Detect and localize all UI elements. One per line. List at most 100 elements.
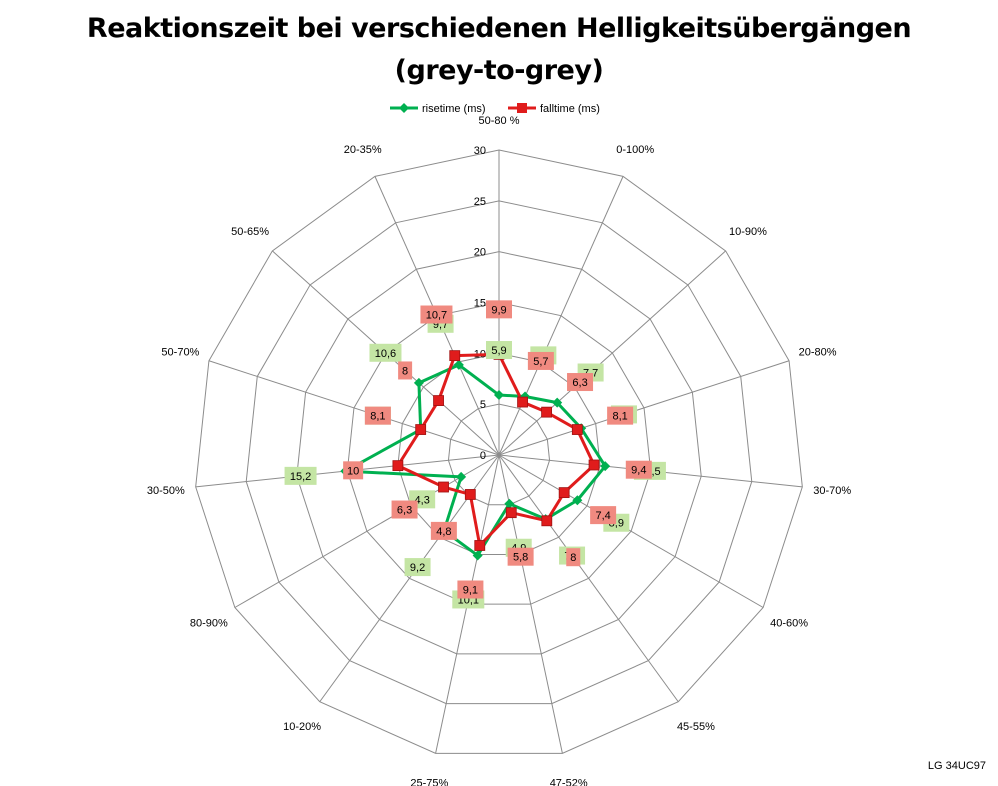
data-point-square bbox=[464, 489, 476, 500]
data-label-text: 10 bbox=[347, 465, 359, 477]
category-label: 45-55% bbox=[677, 721, 715, 733]
data-label-text: 4,3 bbox=[415, 494, 430, 506]
data-label-bg bbox=[404, 558, 431, 577]
data-label-bg bbox=[590, 506, 617, 525]
data-label-text: 5,7 bbox=[533, 356, 548, 368]
data-label-bg bbox=[420, 305, 453, 324]
data-point-square bbox=[571, 424, 583, 435]
data-label-bg bbox=[507, 547, 534, 566]
data-label: 5,9 bbox=[486, 341, 512, 360]
data-point-diamond bbox=[552, 397, 563, 408]
data-label-bg bbox=[457, 580, 484, 599]
data-label-text: 9,4 bbox=[631, 465, 646, 477]
data-point-square bbox=[588, 459, 600, 471]
data-label-text: 8 bbox=[402, 365, 408, 377]
grid-ring bbox=[447, 403, 551, 506]
grid-spoke bbox=[498, 360, 790, 456]
data-point-square bbox=[392, 460, 404, 472]
data-label-text: 8,1 bbox=[370, 411, 385, 423]
data-labels: 5,96,37,78,510,58,97,84,910,19,24,315,28… bbox=[284, 300, 666, 609]
data-label-text: 8,1 bbox=[612, 411, 627, 423]
data-label-bg bbox=[343, 461, 364, 480]
category-label: 20-80% bbox=[799, 346, 837, 358]
radial-tick-label: 15 bbox=[474, 298, 486, 310]
data-label-bg bbox=[398, 361, 413, 380]
category-label: 47-52% bbox=[550, 778, 588, 786]
grid-ring bbox=[195, 149, 803, 754]
grid-ring bbox=[346, 301, 652, 605]
data-point-diamond bbox=[453, 359, 464, 370]
data-label: 6,3 bbox=[391, 500, 418, 519]
data-label: 9,9 bbox=[486, 300, 512, 319]
category-label: 10-20% bbox=[283, 721, 321, 733]
data-label: 5,7 bbox=[527, 351, 554, 370]
data-label: 8,1 bbox=[607, 406, 634, 425]
data-label-text: 9,9 bbox=[491, 304, 506, 316]
chart-title-line: Reaktionszeit bei verschiedenen Helligke… bbox=[86, 13, 912, 44]
category-label: 10-90% bbox=[729, 226, 767, 238]
grid-ring bbox=[245, 200, 753, 705]
data-label-bg bbox=[625, 460, 652, 479]
data-label-bg bbox=[566, 548, 581, 567]
data-label-bg bbox=[284, 466, 317, 485]
data-label: 6,3 bbox=[567, 373, 594, 392]
chart-title: Reaktionszeit bei verschiedenen Helligke… bbox=[0, 8, 998, 92]
data-label: 15,2 bbox=[284, 466, 317, 485]
legend: risetime (ms) falltime (ms) bbox=[390, 103, 600, 115]
data-label-text: 5,8 bbox=[513, 552, 528, 564]
data-point-square bbox=[449, 350, 461, 362]
grid-spoke bbox=[208, 360, 500, 456]
legend-label: risetime (ms) bbox=[422, 103, 486, 115]
legend-label: falltime (ms) bbox=[540, 103, 600, 115]
data-label: 10,6 bbox=[369, 343, 402, 362]
data-label-text: 4,8 bbox=[436, 526, 451, 538]
data-label-text: 6,3 bbox=[572, 377, 587, 389]
radar-grid bbox=[195, 149, 803, 754]
data-label-text: 5,9 bbox=[491, 345, 506, 357]
data-point-square bbox=[433, 395, 444, 406]
data-label: 10,7 bbox=[420, 305, 453, 324]
grid-spoke bbox=[234, 454, 500, 608]
data-label-text: 8 bbox=[570, 552, 576, 564]
data-point-diamond bbox=[456, 471, 467, 482]
data-label-bg bbox=[369, 343, 402, 362]
monitor-model-label: LG 34UC97 bbox=[927, 760, 986, 772]
data-label-text: 7,4 bbox=[595, 510, 610, 522]
data-point-square bbox=[517, 396, 528, 408]
legend-marker-diamond bbox=[399, 103, 409, 113]
series-lines bbox=[343, 352, 607, 557]
grid-spoke bbox=[498, 454, 764, 608]
category-label: 50-65% bbox=[231, 226, 269, 238]
data-label: 4,8 bbox=[430, 521, 457, 540]
data-label: 9,2 bbox=[404, 558, 431, 577]
radial-tick-label: 30 bbox=[474, 145, 486, 157]
data-label-text: 6,3 bbox=[397, 505, 412, 517]
category-label: 30-50% bbox=[147, 485, 185, 497]
category-label: 30-70% bbox=[813, 485, 851, 497]
data-label-bg bbox=[607, 406, 634, 425]
category-label: 50-70% bbox=[161, 346, 199, 358]
radial-tick-label: 20 bbox=[474, 247, 486, 259]
data-label: 8,1 bbox=[364, 406, 391, 425]
data-point-square bbox=[438, 481, 449, 493]
radial-tick-label: 25 bbox=[474, 196, 486, 208]
data-point-square bbox=[474, 540, 486, 551]
data-label-bg bbox=[486, 341, 512, 360]
radial-tick-label: 5 bbox=[480, 399, 486, 411]
data-label-bg bbox=[391, 500, 418, 519]
category-label: 40-60% bbox=[770, 618, 808, 630]
data-label-text: 15,2 bbox=[290, 471, 311, 483]
data-point-square bbox=[541, 406, 552, 418]
data-point-diamond bbox=[413, 377, 424, 388]
data-point-diamond bbox=[572, 495, 583, 506]
data-point-diamond bbox=[504, 498, 515, 509]
data-point-diamond bbox=[600, 461, 611, 472]
grid-spoke bbox=[498, 454, 679, 703]
radial-tick-label: 0 bbox=[480, 450, 486, 462]
data-label: 9,1 bbox=[457, 580, 484, 599]
category-label: 0-100% bbox=[616, 144, 654, 156]
data-label-text: 9,2 bbox=[410, 562, 425, 574]
category-label: 80-90% bbox=[190, 618, 228, 630]
data-point-square bbox=[558, 487, 570, 499]
